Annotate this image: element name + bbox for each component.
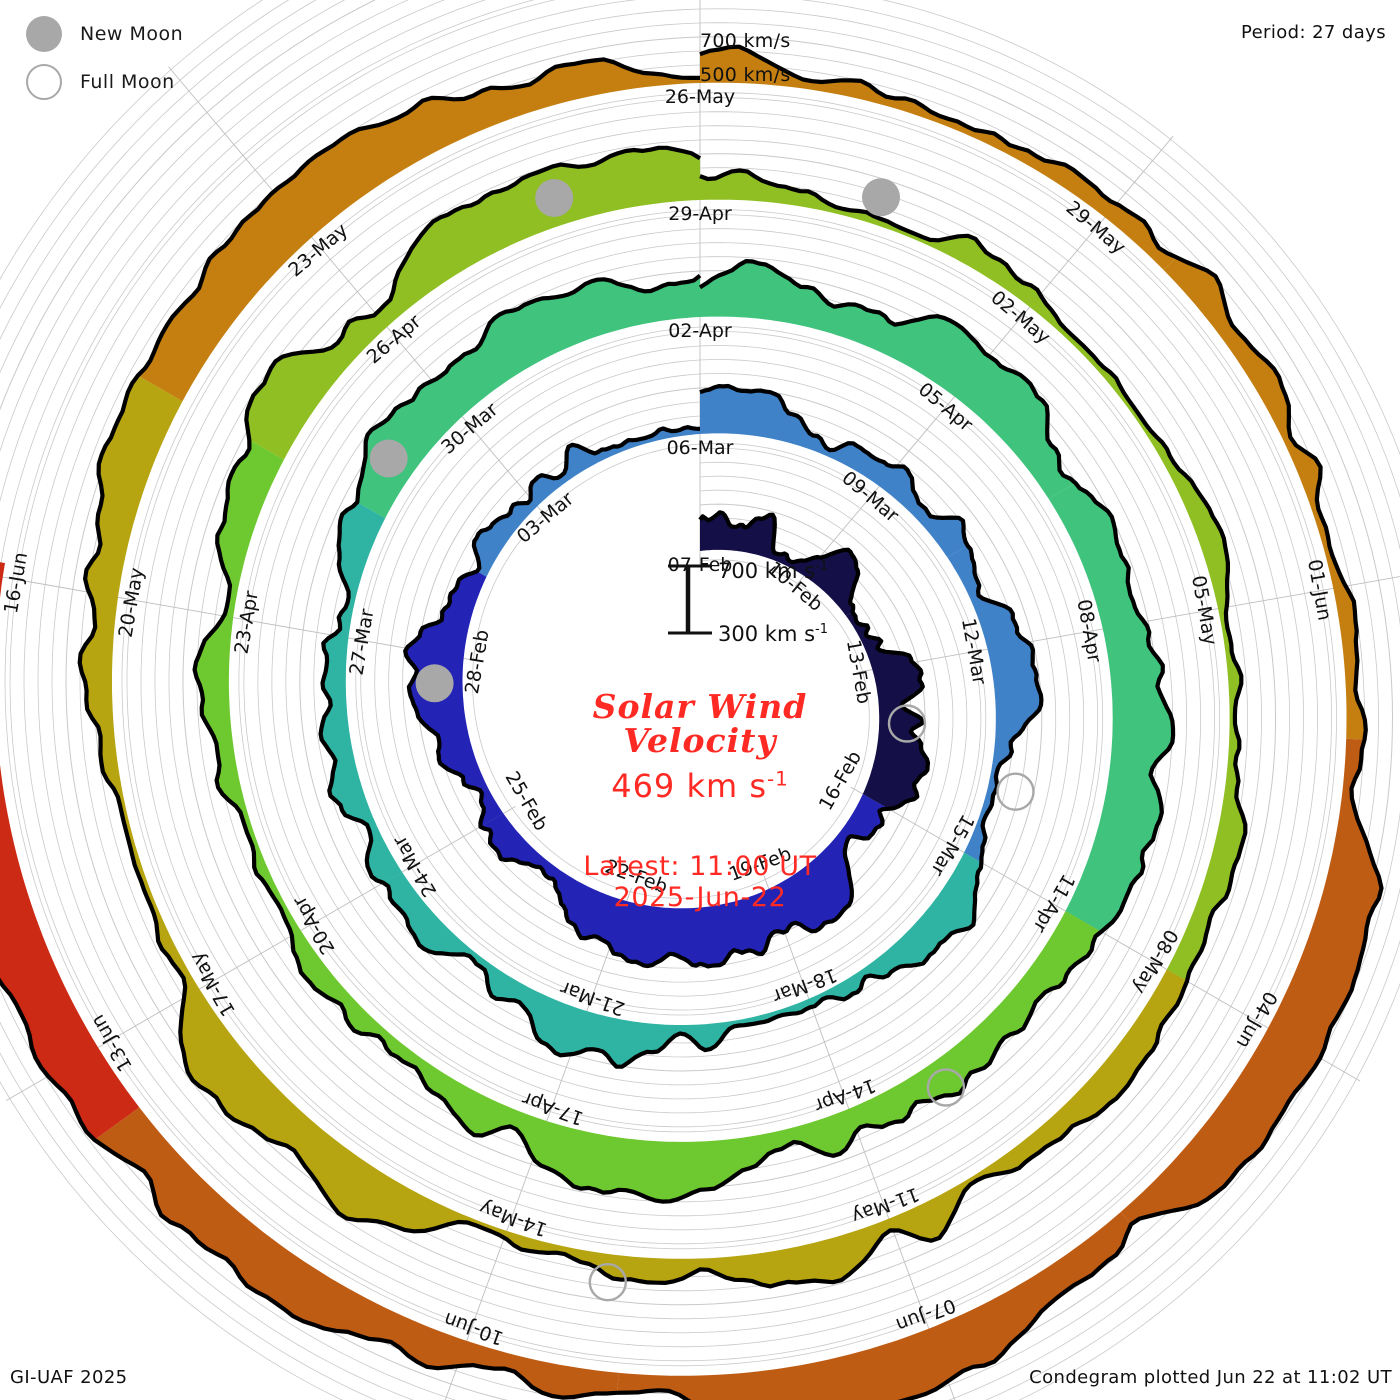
scale-bar-top-value: 700 [718, 559, 759, 583]
date-label: 16-Jun [0, 551, 32, 616]
moon-phase-legend: New Moon Full Moon [26, 10, 183, 106]
velocity-band-segment [291, 930, 700, 1202]
velocity-band-segment [845, 611, 928, 809]
date-label-text: 29-Apr [668, 203, 732, 225]
velocity-band-segment [137, 59, 700, 402]
velocity-band-segment [1048, 483, 1174, 932]
radial-axis-label-outer: 700 km/s [700, 30, 791, 52]
velocity-band-segment [700, 794, 889, 967]
center-value-exponent: -1 [767, 766, 789, 790]
scale-bar [668, 564, 712, 635]
velocity-trace [192, 145, 1176, 1204]
date-label-text: 26-May [665, 86, 735, 108]
date-label: 06-Mar [667, 437, 734, 459]
velocity-band-segment [320, 502, 403, 883]
velocity-band-segment [700, 969, 1187, 1287]
velocity-bands [0, 44, 1384, 1400]
new-moon-marker [862, 178, 900, 217]
moon-markers [369, 178, 1035, 1302]
new-moon-marker [535, 179, 574, 217]
velocity-band-segment [700, 512, 859, 616]
date-label: 02-Apr [668, 320, 732, 342]
center-title-line2: Velocity [623, 721, 777, 761]
plot-timestamp: Condegram plotted Jun 22 at 11:02 UT [1029, 1367, 1392, 1388]
velocity-band-segment [473, 427, 700, 577]
legend-item-full-moon: Full Moon [26, 58, 183, 106]
center-value-unit: km s [686, 766, 767, 805]
period-label: Period: 27 days [1240, 22, 1386, 43]
center-latest-date: 2025-Jun-22 [613, 881, 787, 913]
velocity-band-segment [700, 261, 1076, 499]
full-moon-icon [26, 64, 62, 100]
velocity-band-segment [947, 545, 1042, 863]
date-label-text: 06-Mar [667, 437, 734, 459]
scale-bar-top-label: 700 km s-1 [718, 559, 828, 583]
date-label-text: 02-Apr [668, 320, 732, 342]
velocity-band-segment [700, 170, 1157, 441]
velocity-band-segment [700, 386, 968, 558]
full-moon-marker [996, 772, 1035, 811]
velocity-band-segment [480, 813, 700, 966]
velocity-band-segment [194, 439, 301, 936]
velocity-trace [77, 57, 1248, 1289]
velocity-trace [403, 425, 931, 969]
velocity-band-segment [180, 989, 701, 1283]
velocity-band-segment [246, 147, 701, 460]
full-moon-marker [887, 704, 927, 743]
legend-label-new-moon: New Moon [80, 23, 184, 45]
credit-label: GI-UAF 2025 [10, 1367, 128, 1388]
new-moon-marker [369, 439, 408, 478]
scale-bar-top-exponent: -1 [815, 559, 828, 574]
scale-bar-top-unit: km s [764, 559, 816, 583]
center-value: 469 [611, 766, 676, 805]
center-latest-time: Latest: 11:00 UT [583, 850, 817, 882]
scale-bar-bottom-value: 300 [718, 622, 759, 646]
grid-spiral [4, 0, 1337, 1367]
velocity-band-segment [700, 46, 1177, 270]
grid-spoke [6, 806, 516, 1101]
grid-spoke [850, 786, 1361, 1082]
velocity-trace [318, 273, 1044, 1069]
velocity-band-segment [1120, 738, 1382, 1225]
scale-bar-bottom-exponent: -1 [815, 622, 828, 637]
velocity-trace [0, 44, 1384, 1400]
center-value-row: 469 km s-1 [440, 767, 960, 805]
velocity-band-segment [79, 375, 200, 998]
velocity-band-segment [405, 571, 504, 827]
velocity-band-segment [0, 562, 140, 1140]
radial-axis-label-inner: 500 km/s [700, 64, 791, 86]
new-moon-marker [415, 664, 454, 703]
velocity-band-segment [700, 911, 1102, 1190]
legend-item-new-moon: New Moon [26, 10, 183, 58]
center-title-line1: Solar Wind [592, 687, 808, 726]
date-label: 26-May [665, 86, 735, 108]
center-readout: Solar Wind Velocity 469 km s-1 Latest: 1… [440, 687, 960, 913]
scale-bar-bottom-unit: km s [764, 622, 816, 646]
velocity-band-segment [1149, 436, 1246, 982]
legend-label-full-moon: Full Moon [80, 71, 175, 93]
scale-bar-bottom-label: 300 km s-1 [718, 622, 828, 646]
velocity-band-segment [383, 872, 700, 1067]
date-label: 29-Apr [668, 203, 732, 225]
grid-spoke [858, 576, 1400, 673]
full-moon-marker [926, 1068, 966, 1107]
full-moon-marker [588, 1262, 627, 1302]
velocity-band-segment [94, 1107, 620, 1398]
date-label-text: 16-Jun [0, 551, 32, 616]
new-moon-icon [26, 16, 62, 52]
velocity-band-segment [357, 275, 700, 519]
